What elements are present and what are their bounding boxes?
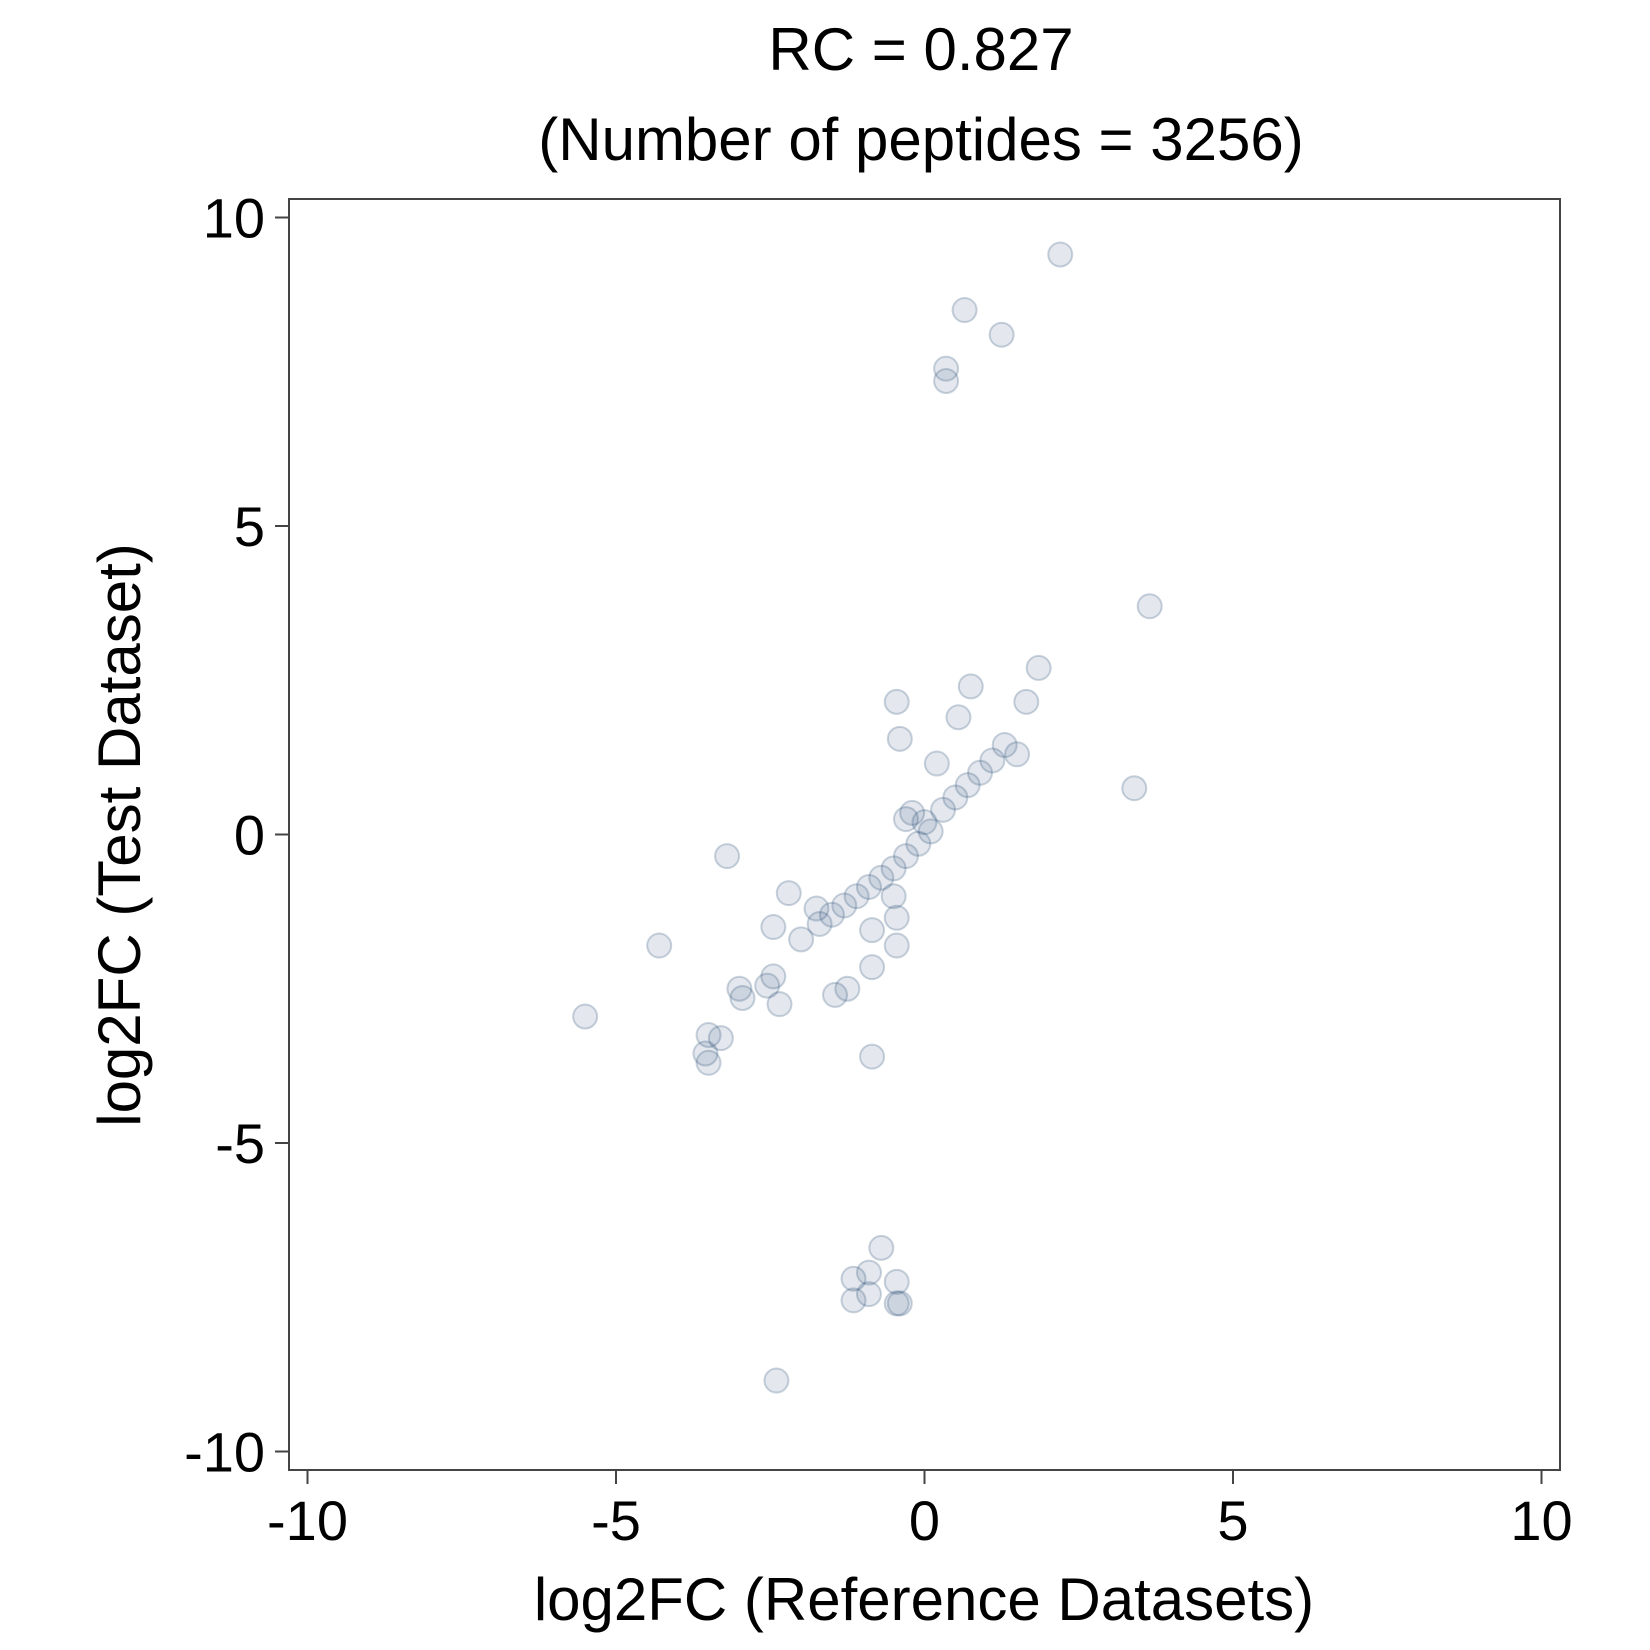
data-point xyxy=(754,972,781,999)
data-point xyxy=(883,1268,910,1295)
data-point xyxy=(988,321,1015,348)
y-tick-label: 5 xyxy=(234,495,265,558)
x-tick-label: 0 xyxy=(909,1489,940,1552)
data-point xyxy=(930,796,957,823)
data-point xyxy=(840,1265,867,1292)
data-point xyxy=(818,901,845,928)
data-point xyxy=(892,806,919,833)
y-tick-label: 10 xyxy=(203,187,265,250)
data-point xyxy=(880,855,907,882)
x-tick-label: -10 xyxy=(267,1489,348,1552)
chart-subtitle: (Number of peptides = 3256) xyxy=(538,106,1303,173)
data-point xyxy=(979,747,1006,774)
data-point xyxy=(942,784,969,811)
data-point xyxy=(806,910,833,937)
x-axis-label: log2FC (Reference Datasets) xyxy=(534,1566,1314,1633)
data-point xyxy=(714,843,741,870)
data-point xyxy=(933,355,960,382)
data-point xyxy=(1121,775,1148,802)
data-point xyxy=(945,704,972,731)
data-point xyxy=(763,1367,790,1394)
y-tick-label: -10 xyxy=(184,1420,265,1483)
data-point xyxy=(923,750,950,777)
chart-title: RC = 0.827 xyxy=(768,16,1073,83)
data-point xyxy=(831,892,858,919)
points-layer xyxy=(572,241,1163,1394)
data-point xyxy=(868,1234,895,1261)
data-point xyxy=(880,883,907,910)
x-tick-label: 10 xyxy=(1510,1489,1572,1552)
data-point xyxy=(1047,241,1074,268)
data-point xyxy=(695,1049,722,1076)
data-point xyxy=(1013,688,1040,715)
data-point xyxy=(868,864,895,891)
data-point xyxy=(855,1281,882,1308)
data-point xyxy=(1004,741,1031,768)
data-point xyxy=(760,914,787,941)
data-point xyxy=(883,932,910,959)
data-point xyxy=(911,809,938,836)
y-tick-label: 0 xyxy=(234,804,265,867)
y-axis-label: log2FC (Test Dataset) xyxy=(86,543,153,1127)
data-point xyxy=(803,895,830,922)
data-point xyxy=(892,843,919,870)
data-point xyxy=(855,1259,882,1286)
data-point xyxy=(775,880,802,907)
data-point xyxy=(834,975,861,1002)
data-point xyxy=(859,917,886,944)
data-point xyxy=(843,883,870,910)
data-point xyxy=(572,1003,599,1030)
data-point xyxy=(766,991,793,1018)
data-point xyxy=(954,772,981,799)
plot-panel xyxy=(288,198,1561,1471)
data-point xyxy=(933,368,960,395)
x-axis: -10 -5 0 5 10 xyxy=(267,1469,1573,1552)
data-point xyxy=(905,830,932,857)
data-point xyxy=(886,725,913,752)
data-point xyxy=(899,799,926,826)
x-tick-label: 5 xyxy=(1217,1489,1248,1552)
data-point xyxy=(726,975,753,1002)
data-point xyxy=(859,1043,886,1070)
x-tick-label: -5 xyxy=(591,1489,641,1552)
data-point xyxy=(840,1287,867,1314)
data-point xyxy=(855,873,882,900)
data-point xyxy=(957,673,984,700)
data-point xyxy=(991,732,1018,759)
data-point xyxy=(951,297,978,324)
data-point xyxy=(883,904,910,931)
data-point xyxy=(707,1025,734,1052)
y-axis: -10 -5 0 5 10 xyxy=(184,187,290,1483)
data-point xyxy=(967,759,994,786)
data-point xyxy=(1136,593,1163,620)
data-point xyxy=(859,954,886,981)
data-point xyxy=(822,981,849,1008)
data-point xyxy=(692,1040,719,1067)
data-point xyxy=(729,985,756,1012)
data-point xyxy=(917,818,944,845)
data-point xyxy=(760,963,787,990)
data-point xyxy=(886,1290,913,1317)
data-point xyxy=(646,932,673,959)
data-point xyxy=(883,1290,910,1317)
data-point xyxy=(788,926,815,953)
data-point xyxy=(883,688,910,715)
y-tick-label: -5 xyxy=(215,1112,265,1175)
data-point xyxy=(1025,654,1052,681)
data-point xyxy=(695,1022,722,1049)
